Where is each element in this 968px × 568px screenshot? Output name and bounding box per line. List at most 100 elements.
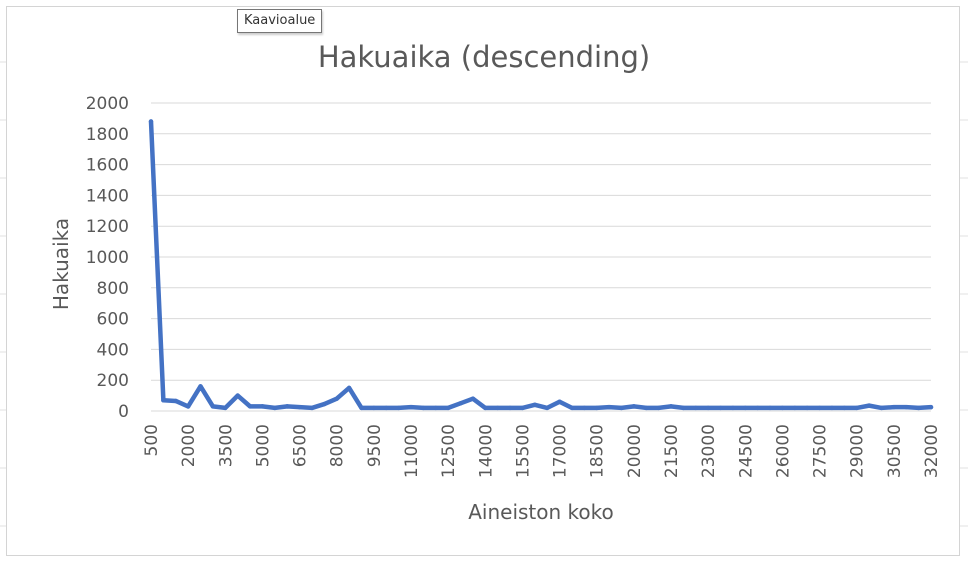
series-line[interactable]	[148, 119, 934, 411]
x-tick-label: 17000	[551, 424, 571, 478]
data-point[interactable]	[755, 405, 760, 411]
data-point[interactable]	[433, 405, 438, 411]
data-point[interactable]	[829, 405, 835, 411]
data-point[interactable]	[408, 404, 414, 410]
y-tick-label: 800	[97, 279, 129, 299]
x-tick-label: 3500	[216, 424, 236, 467]
data-point[interactable]	[334, 396, 339, 401]
data-point[interactable]	[854, 405, 859, 411]
data-point[interactable]	[173, 398, 178, 404]
data-point[interactable]	[668, 404, 674, 409]
data-point[interactable]	[359, 405, 364, 411]
data-point[interactable]	[904, 404, 909, 410]
data-point[interactable]	[247, 404, 253, 409]
y-tick-label: 1800	[86, 125, 129, 145]
y-tick-label: 0	[118, 402, 129, 422]
data-point[interactable]	[817, 405, 822, 411]
data-point[interactable]	[644, 405, 649, 411]
data-point[interactable]	[309, 405, 315, 411]
data-point[interactable]	[916, 405, 921, 411]
data-point[interactable]	[507, 405, 513, 411]
y-tick-label: 400	[97, 340, 129, 360]
data-point[interactable]	[483, 405, 488, 411]
data-point[interactable]	[322, 401, 327, 407]
data-point[interactable]	[297, 404, 302, 410]
data-point[interactable]	[148, 119, 154, 124]
line-chart: Hakuaika (descending) 0 200 400 600 800 1000 1…	[49, 40, 942, 524]
data-point[interactable]	[272, 405, 278, 411]
data-point[interactable]	[198, 384, 203, 389]
data-point[interactable]	[743, 405, 748, 411]
data-point[interactable]	[631, 404, 637, 409]
x-tick-label: 26000	[773, 424, 793, 478]
data-point[interactable]	[458, 401, 463, 406]
y-tick-label: 600	[97, 310, 129, 330]
data-point[interactable]	[532, 402, 538, 408]
y-tick-label: 2000	[86, 94, 129, 114]
data-point[interactable]	[470, 396, 476, 401]
data-point[interactable]	[284, 404, 290, 409]
y-tick-label: 1400	[86, 186, 129, 206]
x-tick-label: 29000	[848, 424, 868, 478]
data-point[interactable]	[569, 405, 575, 411]
data-point[interactable]	[594, 405, 599, 411]
data-point[interactable]	[767, 405, 773, 411]
data-point[interactable]	[235, 393, 240, 398]
data-point[interactable]	[421, 405, 426, 411]
data-point[interactable]	[730, 405, 736, 411]
data-point[interactable]	[396, 405, 401, 411]
data-point[interactable]	[693, 405, 698, 411]
x-tick-label: 23000	[699, 424, 719, 478]
x-tick-label: 12500	[439, 424, 459, 478]
chart-title[interactable]: Hakuaika (descending)	[318, 40, 650, 74]
data-point[interactable]	[606, 404, 612, 410]
data-point[interactable]	[346, 385, 352, 391]
y-tick-label: 1600	[86, 156, 129, 176]
data-point[interactable]	[371, 405, 377, 411]
x-axis-title[interactable]: Aineiston koko	[468, 500, 614, 524]
x-tick-label: 5000	[253, 424, 273, 467]
y-axis-title[interactable]: Hakuaika	[49, 218, 73, 310]
chart-area[interactable]: Hakuaika (descending) 0 200 400 600 800 1000 1…	[6, 6, 960, 556]
data-point[interactable]	[445, 405, 451, 411]
x-tick-label: 11000	[402, 424, 422, 478]
data-point[interactable]	[223, 405, 228, 411]
series-group[interactable]	[148, 119, 934, 411]
data-point[interactable]	[544, 405, 550, 411]
data-point[interactable]	[879, 405, 884, 411]
data-point[interactable]	[619, 405, 624, 411]
data-point[interactable]	[520, 405, 525, 411]
y-tick-label: 200	[97, 371, 129, 391]
x-tick-label: 24500	[736, 424, 756, 478]
data-point[interactable]	[681, 405, 686, 411]
data-point[interactable]	[210, 404, 216, 409]
data-point[interactable]	[866, 403, 872, 408]
data-point[interactable]	[495, 405, 500, 411]
gridlines	[151, 102, 931, 412]
data-point[interactable]	[384, 405, 389, 411]
data-point[interactable]	[161, 398, 166, 403]
x-tick-label: 32000	[922, 424, 942, 478]
data-point[interactable]	[260, 404, 265, 409]
data-point[interactable]	[557, 399, 562, 404]
data-point[interactable]	[582, 405, 587, 411]
data-point[interactable]	[804, 405, 810, 411]
x-tick-label: 8000	[328, 424, 348, 467]
data-point[interactable]	[656, 405, 661, 411]
data-point[interactable]	[185, 404, 191, 409]
x-axis-tick-labels: 500 2000 3500 5000 6500 8000 9500 11000 12500 140…	[142, 424, 942, 478]
data-point[interactable]	[792, 405, 798, 411]
data-point[interactable]	[842, 405, 847, 411]
x-tick-label: 27500	[811, 424, 831, 478]
data-point[interactable]	[891, 404, 897, 410]
x-tick-label: 21500	[662, 424, 682, 478]
x-tick-label: 15500	[513, 424, 533, 478]
data-point[interactable]	[928, 404, 934, 410]
data-point[interactable]	[780, 405, 785, 411]
data-point[interactable]	[705, 405, 711, 411]
chart-area-tooltip: Kaavioalue	[237, 9, 323, 33]
x-tick-label: 30500	[885, 424, 905, 478]
x-tick-label: 2000	[179, 424, 199, 467]
data-point[interactable]	[718, 405, 723, 411]
x-tick-label: 18500	[588, 424, 608, 478]
